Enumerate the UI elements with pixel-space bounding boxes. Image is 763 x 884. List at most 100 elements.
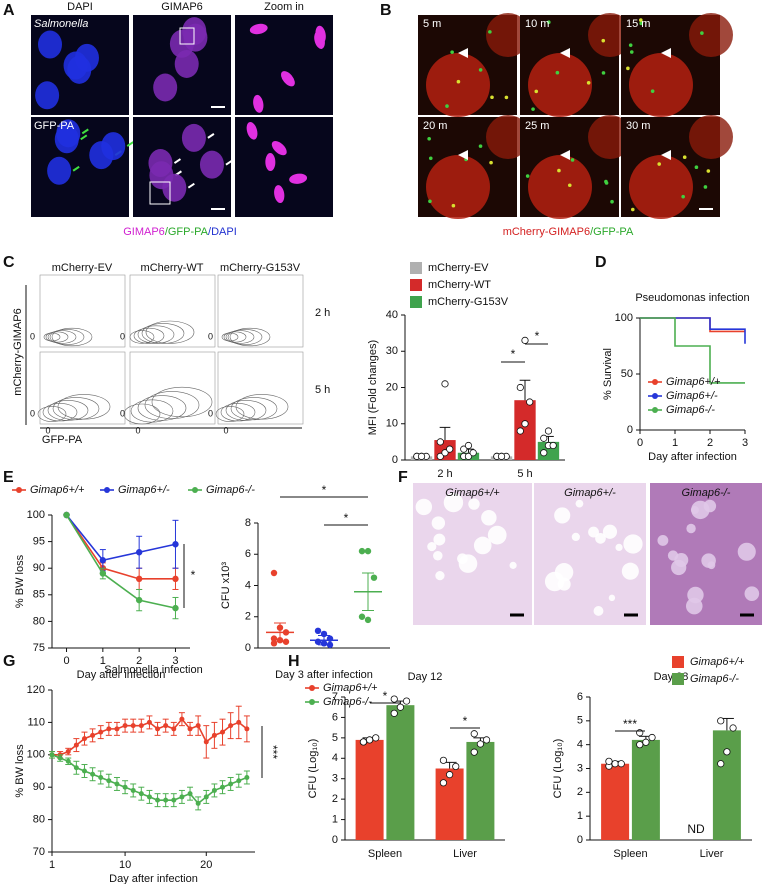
bead xyxy=(557,168,561,173)
chart-title: Salmonella infection xyxy=(104,664,202,676)
y-tick-label: 2 xyxy=(577,786,583,798)
legend-marker xyxy=(104,487,110,493)
marker xyxy=(155,726,161,732)
contour xyxy=(57,394,111,420)
marker xyxy=(171,797,177,803)
flow-plot xyxy=(39,351,126,425)
alveolus xyxy=(571,532,580,542)
cell xyxy=(486,115,530,159)
contour xyxy=(225,330,255,344)
bacterium xyxy=(126,141,134,147)
marker xyxy=(81,736,87,742)
organism xyxy=(314,31,325,49)
marker xyxy=(65,749,71,755)
marker xyxy=(195,800,201,806)
bead xyxy=(610,199,614,204)
organism xyxy=(246,122,258,140)
data-point xyxy=(359,738,368,746)
data-point xyxy=(358,613,366,620)
data-point xyxy=(611,760,619,768)
marker xyxy=(179,716,185,722)
bar xyxy=(631,739,660,840)
y-tick-label: 4 xyxy=(332,752,338,764)
marker xyxy=(73,765,79,771)
y-axis-label: % Survival xyxy=(602,348,614,400)
time-label: 5 m xyxy=(423,18,441,30)
arrowhead xyxy=(661,150,671,160)
marker xyxy=(130,787,136,793)
data-point xyxy=(364,616,372,624)
zoom-box xyxy=(179,27,195,45)
alveolus xyxy=(433,533,446,546)
alveolus xyxy=(473,536,492,555)
contour xyxy=(49,329,85,345)
y-tick-label: 6 xyxy=(577,691,583,703)
data-point xyxy=(469,449,477,457)
data-point xyxy=(648,733,656,742)
data-point xyxy=(516,383,524,392)
legend-label: mCherry-EV xyxy=(428,262,489,274)
marker xyxy=(172,604,179,612)
marker xyxy=(236,719,242,725)
panel-label: D xyxy=(595,254,607,271)
data-point xyxy=(497,452,506,460)
nucleus xyxy=(35,81,60,110)
alveolus xyxy=(686,523,696,534)
y-axis-label: CFU x10³ xyxy=(220,562,232,609)
alveolus xyxy=(657,535,669,546)
y-tick-label: 0 xyxy=(577,834,583,846)
contour xyxy=(141,323,185,344)
y-tick-label: 7 xyxy=(332,691,338,703)
legend-part: /GFP-PA xyxy=(590,226,634,238)
nucleus xyxy=(153,73,178,102)
contour xyxy=(129,330,155,344)
annotation: * xyxy=(463,714,468,728)
data-point xyxy=(470,730,478,738)
legend-swatch xyxy=(672,656,684,668)
time-label: 25 m xyxy=(525,120,549,132)
x-tick-label: 0 xyxy=(63,655,69,667)
x-axis-label: Day after infection xyxy=(648,451,737,463)
data-point xyxy=(270,569,278,577)
chart-title: Day 12 xyxy=(408,671,443,683)
flow-plot xyxy=(39,274,126,348)
data-point xyxy=(364,547,372,555)
category-label: Spleen xyxy=(368,848,402,860)
legend-marker xyxy=(309,699,315,705)
bead xyxy=(570,158,575,162)
data-point xyxy=(617,760,625,768)
y-tick-label: 0 xyxy=(627,424,633,436)
cell xyxy=(629,53,693,117)
data-point xyxy=(314,627,322,635)
annotation: * xyxy=(344,511,349,525)
marker xyxy=(163,797,169,803)
bead xyxy=(629,50,634,54)
arrowhead xyxy=(661,48,671,58)
data-point xyxy=(460,445,468,453)
data-point xyxy=(417,452,426,460)
x-axis-label: Day after infection xyxy=(77,669,166,681)
bead xyxy=(628,43,633,47)
marker xyxy=(236,778,242,784)
legend-swatch xyxy=(410,279,422,291)
bead xyxy=(428,199,432,204)
legend-label: Gimap6+/+ xyxy=(690,656,745,668)
legend-label: Gimap6+/- xyxy=(666,390,718,402)
y-tick-label: 3 xyxy=(332,773,338,785)
data-point xyxy=(540,449,548,457)
alveolus xyxy=(481,509,497,526)
y-tick-label: 3 xyxy=(577,762,583,774)
alveolus xyxy=(435,570,445,581)
nucleus xyxy=(181,123,206,152)
data-point xyxy=(439,779,448,787)
bead xyxy=(488,30,492,34)
marker xyxy=(155,797,161,803)
data-point xyxy=(464,452,473,460)
row-label: 2 h xyxy=(315,307,330,319)
flow-plot xyxy=(217,274,304,348)
alveolus xyxy=(623,534,643,554)
data-point xyxy=(270,640,278,647)
axis-zero: 0 xyxy=(30,331,35,341)
data-point xyxy=(521,336,529,344)
nucleus xyxy=(148,149,173,178)
